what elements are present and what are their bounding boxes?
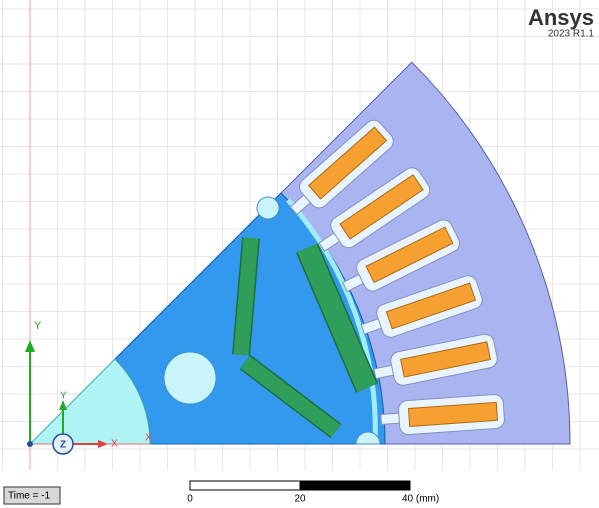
coil [385,282,477,330]
scale-segment [189,480,301,491]
coil [307,126,388,200]
magnets [232,237,379,439]
time-label: Time = -1 [8,491,51,502]
triad-x-label: X [111,439,118,450]
global-x-label: X [145,433,152,444]
arrow-head [25,340,35,352]
scale-label: 0 [187,494,193,505]
global-y-label: Y [34,320,42,332]
time-box [3,486,61,505]
rotor-hole [256,196,280,220]
slot [380,394,505,436]
scale-label: 40 (mm) [402,494,439,505]
triad-z [52,433,74,455]
coil [365,226,454,284]
coil [399,341,491,378]
rotor-hole [163,351,217,405]
magnet [297,243,377,393]
triad-y-label: Y [60,391,67,402]
scale-segment [299,480,411,491]
arrow-head [98,440,108,448]
rotor-ring [286,198,378,445]
rotor-hole [355,431,381,445]
coil [407,401,499,428]
triad-z-label: Z [60,440,66,451]
magnet [233,237,259,356]
scale-label: 20 [294,494,306,505]
slot [360,275,483,338]
slot [289,119,394,216]
slot [342,219,461,293]
slot [318,167,431,253]
coil [339,174,424,240]
version: 2023 R1.1 [548,29,595,40]
slots [289,119,505,436]
shaft [28,358,151,445]
slot [373,333,498,386]
magnet [240,356,341,437]
brand: Ansys [528,5,594,30]
origin [27,441,33,447]
arrow-head [59,400,67,410]
